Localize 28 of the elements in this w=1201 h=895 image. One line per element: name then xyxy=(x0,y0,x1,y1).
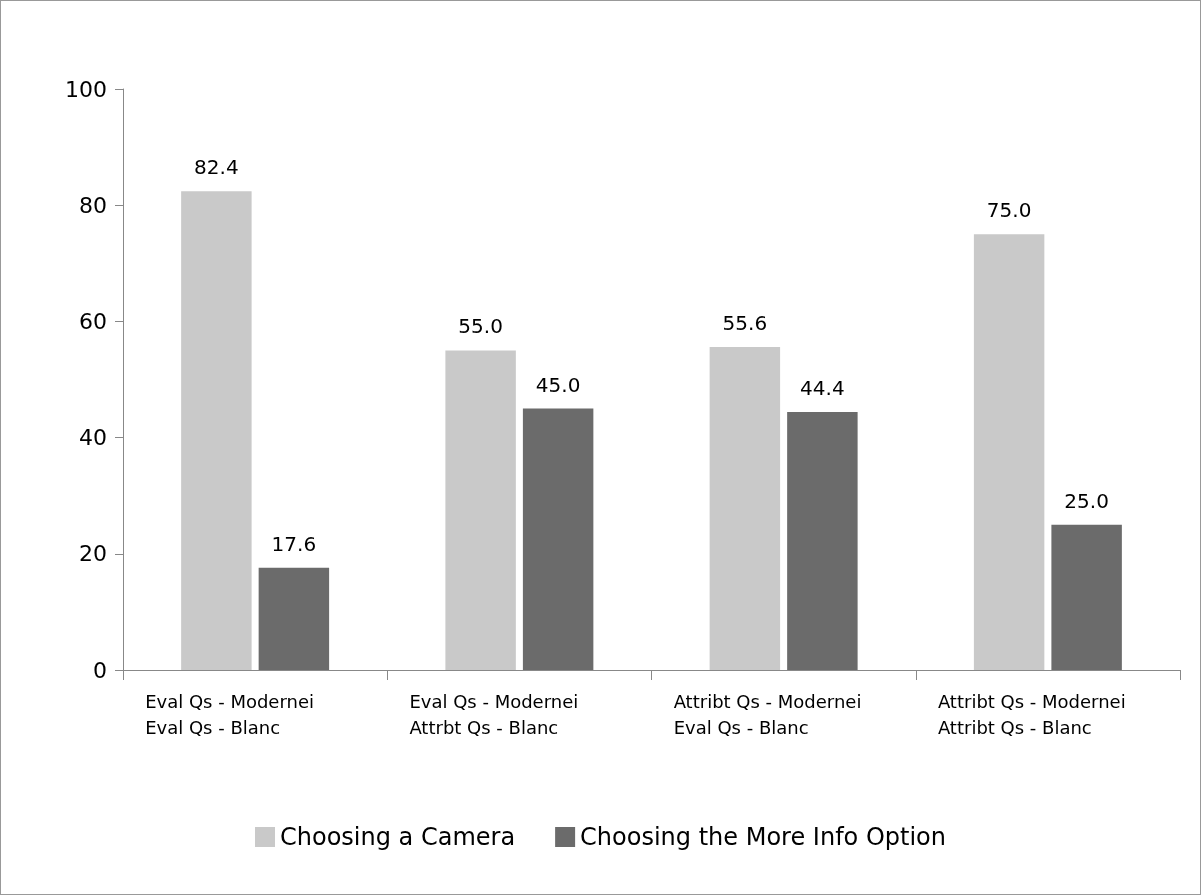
bar xyxy=(973,234,1045,670)
y-tick-label: 80 xyxy=(79,192,107,218)
bar xyxy=(181,191,252,670)
text: 17.6 xyxy=(271,531,317,556)
x-tick-label: Eval Qs - Modernei Eval Qs - Blanc xyxy=(145,690,314,738)
x-tick-label: Attribt Qs - Modernei Attribt Qs - Blanc xyxy=(937,690,1126,738)
y-tick-label: 60 xyxy=(79,308,107,334)
legend-label: Choosing the More Info Option xyxy=(580,823,946,851)
y-tick-label: 40 xyxy=(79,425,107,451)
text: 55.0 xyxy=(458,314,503,339)
y-tick-label: 0 xyxy=(93,657,107,683)
bar xyxy=(709,346,781,670)
text: 44.4 xyxy=(800,376,845,401)
bar xyxy=(787,412,858,670)
bar xyxy=(258,567,330,670)
y-tick-label: 100 xyxy=(65,76,107,102)
x-tick-label: Eval Qs - Modernei Attrbt Qs - Blanc xyxy=(409,690,579,738)
text: 25.0 xyxy=(1064,488,1109,513)
bar xyxy=(1051,524,1122,670)
bar xyxy=(522,408,594,670)
legend-label: Choosing a Camera xyxy=(280,823,516,851)
x-tick-label: Attribt Qs - Modernei Eval Qs - Blanc xyxy=(673,690,862,738)
text: 75.0 xyxy=(986,198,1032,223)
text: 82.4 xyxy=(194,155,239,180)
text: 55.6 xyxy=(722,310,768,335)
text: 45.0 xyxy=(535,372,581,397)
y-tick-label: 20 xyxy=(79,541,107,567)
bar xyxy=(445,350,516,670)
